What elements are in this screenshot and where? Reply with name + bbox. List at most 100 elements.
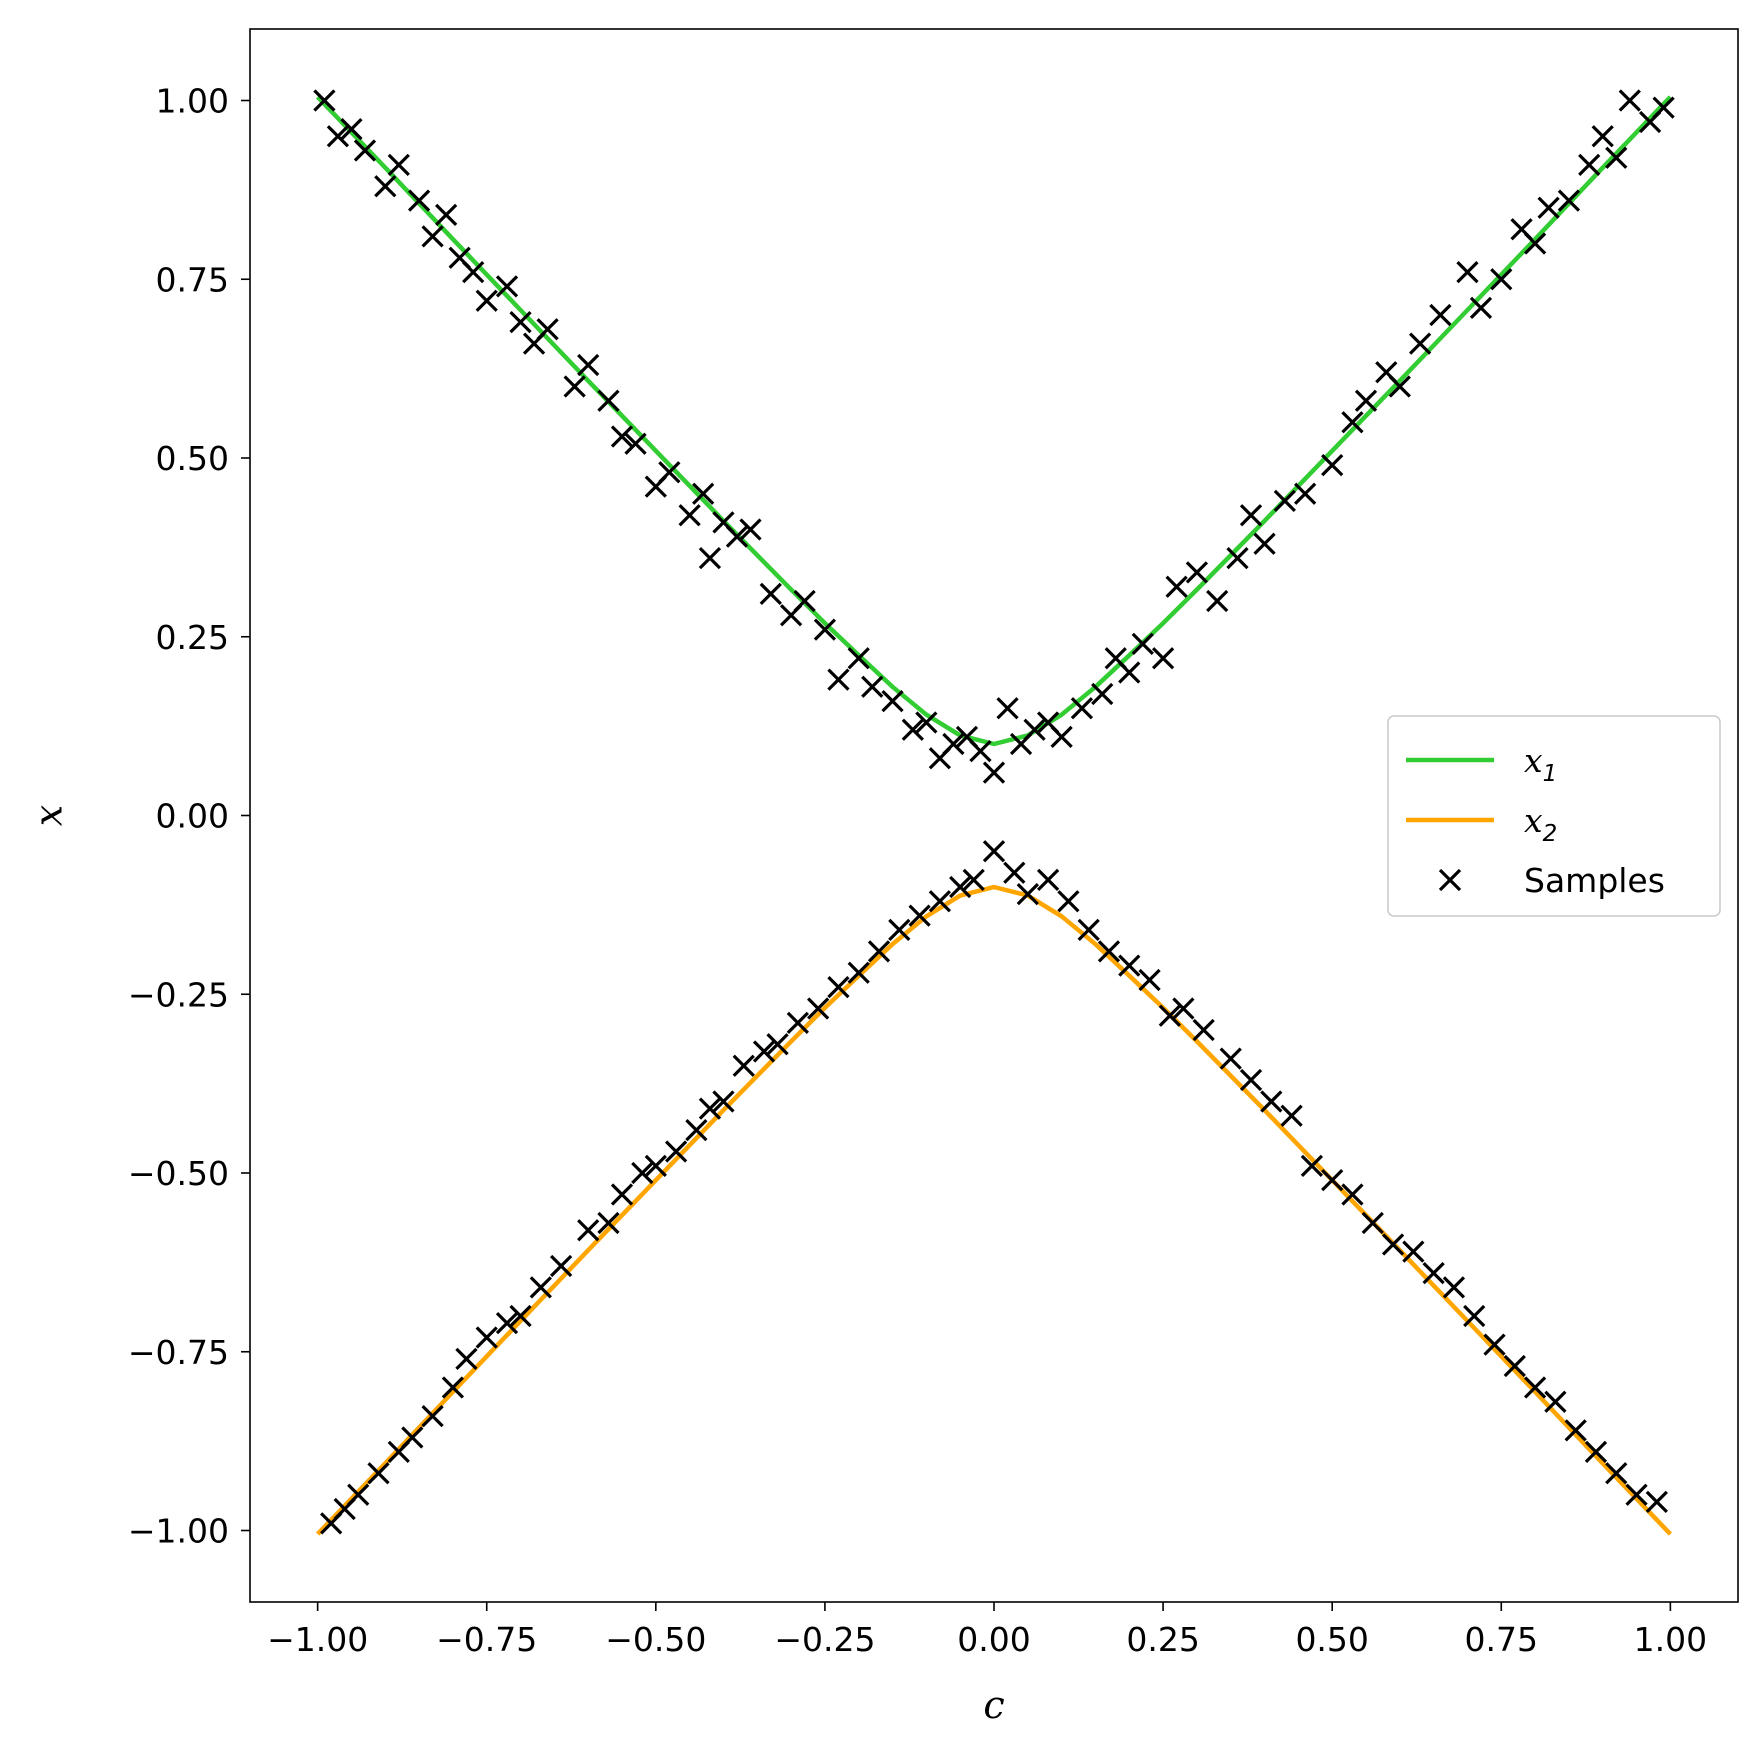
sample-marker (353, 139, 377, 162)
sample-marker (401, 1426, 424, 1449)
sample-marker (793, 589, 816, 613)
sample-marker (1341, 1183, 1364, 1206)
sample-marker (1564, 1419, 1587, 1442)
y-axis-label: x (27, 805, 71, 826)
sample-marker (942, 732, 965, 756)
sample-marker (678, 504, 701, 527)
sample-marker (725, 525, 749, 548)
sample-marker (495, 275, 519, 298)
sample-marker (1321, 1169, 1344, 1192)
sample-marker (475, 289, 498, 312)
sample-marker (1151, 647, 1175, 670)
sample-marker (1219, 1047, 1242, 1070)
sample-marker (827, 975, 850, 999)
sample-marker (962, 868, 985, 891)
sample-marker (340, 117, 363, 141)
sample-marker (1091, 682, 1114, 706)
y-tick-label: 0.50 (156, 439, 229, 478)
sample-marker (1483, 1333, 1506, 1356)
legend-subscript: 2 (1543, 821, 1558, 847)
sample-marker (807, 997, 830, 1020)
x-tick-label: 0.50 (1295, 1620, 1368, 1659)
sample-marker (1388, 375, 1411, 398)
sample-marker (1070, 697, 1094, 720)
sample-marker (421, 225, 444, 248)
sample-marker (1625, 1483, 1648, 1506)
y-tick-label: 0.25 (156, 618, 229, 657)
sample-marker (732, 1054, 755, 1077)
sample-marker (664, 1140, 688, 1163)
sample-marker (387, 153, 410, 176)
sample-marker (326, 125, 350, 148)
sample-marker (1402, 1240, 1425, 1263)
y-tick-label: −1.00 (128, 1512, 229, 1551)
sample-marker (347, 1483, 370, 1506)
y-axis-ticks: −1.00 −0.75 −0.50 −0.25 0.00 0.25 0.50 0.75 1.00 (128, 82, 250, 1551)
sample-marker (1138, 968, 1161, 992)
sample-marker (698, 1097, 722, 1120)
y-tick-label: 1.00 (156, 82, 229, 121)
y-tick-label: −0.50 (128, 1154, 229, 1193)
sample-marker (577, 1219, 600, 1242)
sample-marker (1226, 546, 1249, 570)
sample-marker (1523, 1376, 1547, 1399)
x-tick-label: 1.00 (1634, 1620, 1707, 1659)
sample-marker (597, 1211, 620, 1235)
sample-marker (1341, 411, 1364, 434)
sample-marker (949, 875, 972, 899)
legend-subscript: 1 (1543, 761, 1558, 787)
sample-marker (1605, 146, 1628, 169)
sample-marker (1097, 940, 1121, 963)
sample-marker (462, 260, 485, 284)
sample-marker (969, 740, 992, 763)
sample-marker (712, 1090, 735, 1113)
sample-marker (455, 1347, 478, 1371)
sample-marker (1408, 332, 1432, 355)
sample-marker (908, 904, 931, 927)
sample-marker (1442, 1276, 1466, 1299)
x-tick-label: 0.00 (957, 1620, 1030, 1659)
legend-label-samples: Samples (1524, 861, 1665, 900)
sample-marker (1503, 1354, 1526, 1378)
y-tick-label: 0.75 (156, 260, 229, 299)
sample-marker (475, 1326, 498, 1349)
sample-marker (549, 1254, 573, 1278)
x-tick-label: −0.75 (436, 1620, 537, 1659)
sample-marker (1036, 868, 1060, 891)
legend-swatch-samples (1438, 868, 1462, 892)
sample-marker (861, 675, 884, 698)
sample-marker (1280, 1104, 1303, 1127)
sample-marker (1239, 504, 1263, 527)
sample-marker (1185, 561, 1209, 584)
sample-marker (1652, 96, 1675, 119)
sample-marker (1490, 268, 1513, 291)
sample-marker (996, 697, 1019, 720)
sample-marker (915, 711, 938, 734)
sample-marker (1469, 296, 1493, 319)
sample-marker (441, 1376, 465, 1399)
sample-marker (1253, 532, 1276, 555)
sample-marker (982, 761, 1006, 784)
sample-marker (610, 425, 634, 448)
legend-box (1387, 715, 1721, 917)
sample-marker (698, 546, 722, 570)
sample-marker (928, 890, 952, 913)
sample-marker (847, 647, 870, 670)
sample-marker (1293, 482, 1317, 505)
sample-marker (1321, 454, 1344, 477)
sample-marker (407, 189, 431, 212)
sample-marker (1206, 589, 1229, 613)
sample-marker (1172, 997, 1195, 1020)
sample-marker (1192, 1018, 1215, 1042)
sample-marker (624, 432, 647, 455)
sample-markers (313, 89, 1675, 1535)
sample-marker (1422, 1261, 1445, 1285)
sample-marker (1557, 189, 1581, 212)
sample-marker (1131, 632, 1154, 656)
sample-marker (495, 1312, 519, 1335)
sample-marker (644, 1154, 667, 1177)
x-axis-label: c (983, 1683, 1004, 1727)
sample-marker (1523, 232, 1547, 255)
sample-marker (1463, 1304, 1486, 1328)
